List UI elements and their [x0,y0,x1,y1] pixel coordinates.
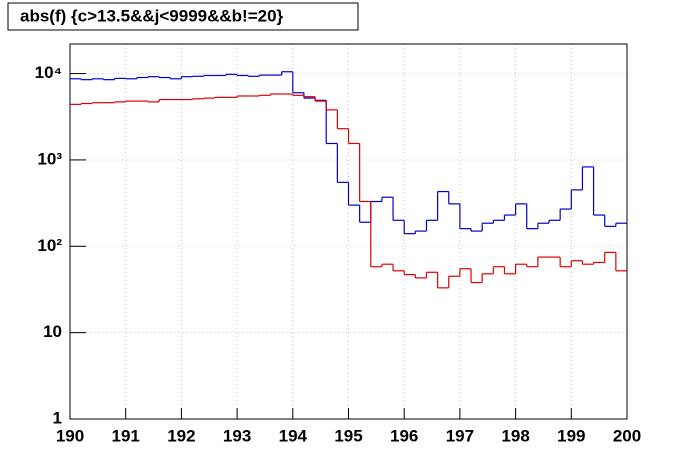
x-tick-label: 191 [112,426,140,445]
y-tick-label: 10 [43,322,62,341]
x-tick-label: 198 [501,426,529,445]
y-tick-label: 10⁴ [35,63,62,82]
y-tick-label: 10² [37,236,62,255]
x-tick-label: 200 [613,426,641,445]
title-box [7,2,359,31]
x-tick-label: 199 [557,426,585,445]
chart-title: abs(f) {c>13.5&&j<9999&&b!=20} [20,6,284,25]
x-tick-label: 192 [167,426,195,445]
x-tick-label: 193 [223,426,251,445]
x-tick-label: 194 [279,426,308,445]
x-tick-label: 195 [334,426,362,445]
y-tick-label: 1 [53,408,62,427]
plot-frame [69,43,628,420]
x-tick-label: 196 [390,426,418,445]
x-tick-label: 197 [446,426,474,445]
x-tick-label: 190 [56,426,84,445]
y-tick-label: 10³ [37,149,62,168]
